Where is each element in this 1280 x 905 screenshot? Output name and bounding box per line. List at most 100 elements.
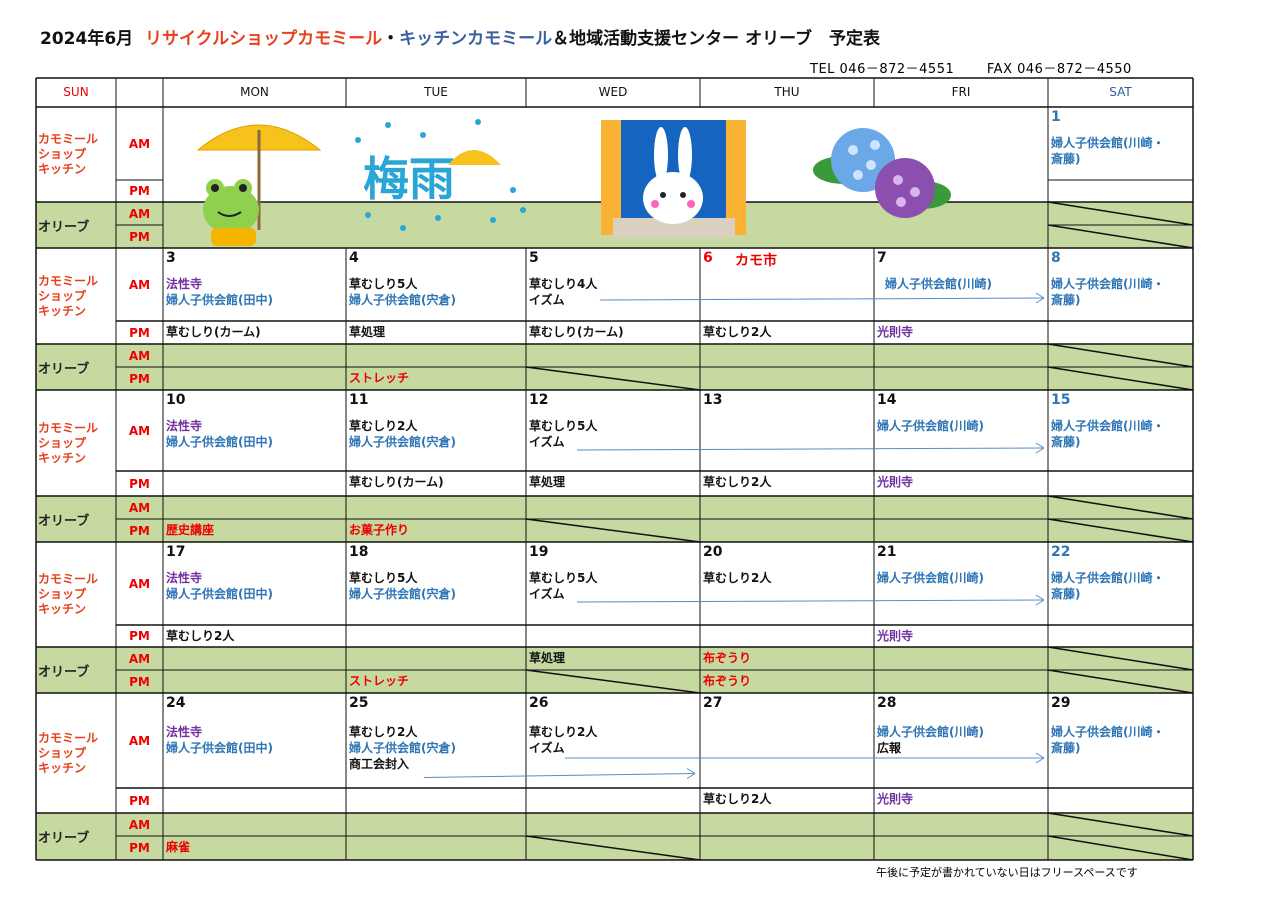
schedule-item: 草処理 bbox=[529, 475, 566, 489]
header-mon: MON bbox=[240, 85, 269, 99]
tsuyu-umbrella-icon: 梅雨 bbox=[355, 119, 526, 231]
day-cell-fri-pm: 光則寺 bbox=[874, 471, 1048, 496]
header-sun: SUN bbox=[63, 85, 89, 99]
date-number: 11 bbox=[349, 392, 369, 408]
date-number: 8 bbox=[1051, 250, 1061, 266]
date-number: 28 bbox=[877, 695, 897, 711]
schedule-item: 光則寺 bbox=[877, 629, 914, 643]
row-label-am: AM bbox=[128, 206, 151, 221]
schedule-item: 草むしり(カーム) bbox=[349, 475, 444, 489]
schedule-item: 婦人子供会館(田中) bbox=[166, 435, 273, 449]
schedule-item: 草処理 bbox=[349, 325, 386, 339]
seasonal-illustrations: 梅雨 bbox=[163, 110, 1048, 248]
am-schedule-list: 婦人子供会館(川崎・ 斎藤) bbox=[1051, 724, 1165, 756]
schedule-item: 草むしり(カーム) bbox=[529, 325, 624, 339]
date-number: 7 bbox=[877, 250, 887, 266]
header-tue: TUE bbox=[424, 85, 448, 99]
schedule-item: 草むしり(カーム) bbox=[166, 325, 261, 339]
header-sat: SAT bbox=[1109, 85, 1132, 99]
schedule-item: 斎藤) bbox=[1051, 741, 1081, 755]
row-label-kamomile: カモミール ショップ キッチン bbox=[38, 730, 99, 775]
row-label-pm: PM bbox=[129, 841, 150, 855]
rabbit-icon bbox=[601, 120, 746, 238]
schedule-item: 広報 bbox=[877, 741, 902, 755]
day-cell-sat-am: 22 婦人子供会館(川崎・ 斎藤) bbox=[1048, 542, 1193, 625]
schedule-item: 婦人子供会館(宍倉) bbox=[349, 293, 456, 307]
am-schedule-list: 婦人子供会館(川崎・ 斎藤) bbox=[1051, 135, 1165, 167]
illustrations-svg: 梅雨 bbox=[196, 119, 951, 246]
olive-pm-item: お菓子作り bbox=[349, 523, 410, 537]
row-label-am: AM bbox=[128, 500, 151, 515]
schedule-item: 法性寺 bbox=[166, 419, 203, 433]
date-number: 13 bbox=[703, 392, 723, 408]
date-number: 14 bbox=[877, 392, 897, 408]
day-cell-tue-am: 25 草むしり2人 婦人子供会館(宍倉) 商工会封入 bbox=[346, 693, 526, 788]
day-cell-mon-pm: 草むしり2人 bbox=[163, 625, 346, 647]
am-schedule-list: 草むしり4人 イズム bbox=[529, 276, 597, 308]
schedule-item: 斎藤) bbox=[1051, 152, 1081, 166]
event-label: カモ市 bbox=[735, 253, 777, 269]
schedule-item: 草むしり2人 bbox=[703, 792, 772, 806]
schedule-item: 婦人子供会館(田中) bbox=[166, 293, 273, 307]
date-number: 20 bbox=[703, 544, 723, 560]
row-label-kamomile: カモミール ショップ キッチン bbox=[38, 572, 99, 616]
row-label-am: AM bbox=[128, 277, 151, 292]
row-label-olive: オリーブ bbox=[38, 831, 90, 846]
schedule-item: 婦人子供会館(宍倉) bbox=[349, 435, 456, 449]
day-cell-thu-am: 27 bbox=[700, 693, 874, 788]
date-number: 29 bbox=[1051, 695, 1071, 711]
date-number: 19 bbox=[529, 544, 549, 560]
schedule-item: 草むしり2人 bbox=[703, 571, 772, 585]
schedule-item: 草むしり2人 bbox=[349, 419, 418, 433]
day-cell-mon-am: 24 法性寺 婦人子供会館(田中) bbox=[163, 693, 346, 788]
day-cell-thu-pm: 草むしり2人 bbox=[700, 321, 874, 344]
day-cell-wed-pm bbox=[526, 788, 700, 813]
schedule-item: 斎藤) bbox=[1051, 293, 1081, 307]
schedule-item: 草むしり2人 bbox=[703, 325, 772, 339]
schedule-item: イズム bbox=[529, 435, 565, 449]
schedule-item: 草むしり5人 bbox=[529, 571, 598, 585]
schedule-item: 婦人子供会館(田中) bbox=[166, 587, 273, 601]
row-label-olive: オリーブ bbox=[38, 513, 90, 529]
schedule-item: 草むしり2人 bbox=[529, 725, 598, 739]
day-cell-fri-pm: 光則寺 bbox=[874, 788, 1048, 813]
day-cell-mon-am: 17 法性寺 婦人子供会館(田中) bbox=[163, 542, 346, 625]
day-cell-thu-pm bbox=[700, 625, 874, 647]
schedule-item: 婦人子供会館(川崎) bbox=[877, 419, 984, 433]
date-number: 5 bbox=[529, 250, 539, 266]
row-label-pm: PM bbox=[129, 184, 150, 198]
day-cell-sat-am: 29 婦人子供会館(川崎・ 斎藤) bbox=[1048, 693, 1193, 788]
row-label-pm: PM bbox=[129, 674, 150, 689]
day-cell-tue-am: 11 草むしり2人婦人子供会館(宍倉) bbox=[346, 390, 526, 471]
schedule-item: 婦人子供会館(川崎・ bbox=[1051, 136, 1165, 150]
olive-pm-item: 歴史講座 bbox=[166, 523, 215, 537]
date-number: 27 bbox=[703, 695, 723, 711]
day-cell-tue-pm: 草むしり(カーム) bbox=[346, 471, 526, 496]
day-cell-mon-pm bbox=[163, 471, 346, 496]
date-number: 22 bbox=[1051, 544, 1071, 560]
am-schedule-list: 草むしり2人 イズム bbox=[529, 724, 597, 756]
am-schedule-list: 草むしり5人 婦人子供会館(宍倉) bbox=[349, 570, 456, 602]
day-cell-wed-am: 12 草むしり5人 イズム bbox=[526, 390, 700, 471]
olive-pm-item: 麻雀 bbox=[166, 840, 191, 854]
day-cell-wed-am: 5 草むしり4人 イズム bbox=[526, 248, 700, 321]
day-cell-sat-pm bbox=[1048, 180, 1193, 202]
header-wed: WED bbox=[598, 85, 628, 99]
olive-am-item: 布ぞうり bbox=[703, 651, 752, 665]
day-cell-fri-am: 14 婦人子供会館(川崎) bbox=[874, 390, 1048, 471]
row-label-pm: PM bbox=[129, 476, 150, 491]
am-schedule-list: 草むしり5人 イズム bbox=[529, 570, 597, 602]
row-label-pm: PM bbox=[129, 325, 150, 340]
olive-am-item: 草処理 bbox=[529, 651, 566, 665]
am-schedule-list: 草むしり2人婦人子供会館(宍倉) bbox=[349, 418, 456, 450]
day-cell-fri-am: 21 婦人子供会館(川崎) bbox=[874, 542, 1048, 625]
schedule-item: 婦人子供会館(川崎・ bbox=[1051, 419, 1165, 433]
schedule-item: 婦人子供会館(宍倉) bbox=[349, 741, 456, 755]
row-label-kamomile: カモミール ショップ キッチン bbox=[38, 132, 99, 176]
am-schedule-list: 草むしり5人 婦人子供会館(宍倉) bbox=[349, 276, 456, 308]
tsuyu-text: 梅雨 bbox=[363, 152, 455, 206]
am-schedule-list: 婦人子供会館(川崎) bbox=[877, 418, 984, 434]
schedule-item: 婦人子供会館(川崎) bbox=[877, 571, 984, 585]
schedule-item: 草むしり2人 bbox=[349, 725, 418, 739]
schedule-item: 婦人子供会館(田中) bbox=[166, 741, 273, 755]
